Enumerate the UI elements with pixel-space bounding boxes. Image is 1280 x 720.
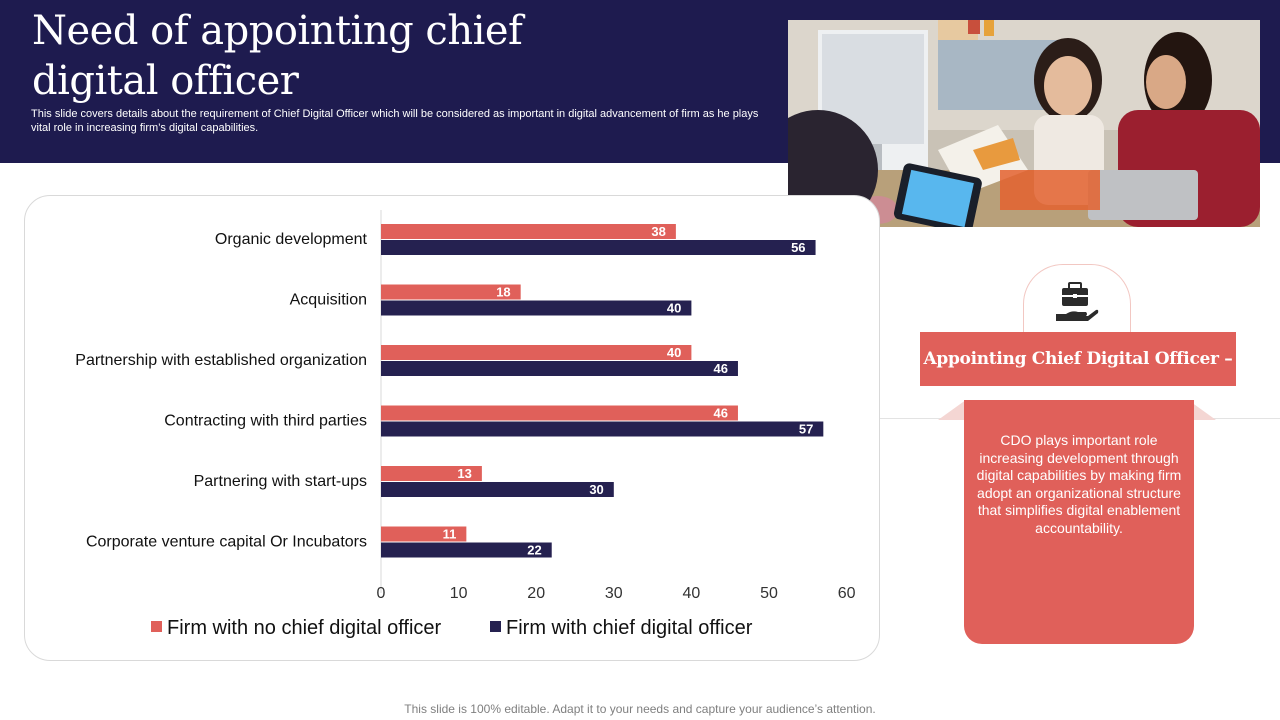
x-tick-label: 0 xyxy=(377,585,386,602)
bar xyxy=(381,466,482,481)
legend-swatch xyxy=(151,621,162,632)
bar-value-label: 56 xyxy=(791,240,805,255)
banner-heading: Appointing Chief Digital Officer – xyxy=(923,349,1233,369)
description-panel: CDO plays important role increasing deve… xyxy=(964,400,1194,644)
bar-value-label: 46 xyxy=(713,406,727,421)
bar xyxy=(381,361,738,376)
bar-value-label: 57 xyxy=(799,422,813,437)
chart-card: Organic development 38 56 Acquisition 18 40 Pa… xyxy=(24,195,880,661)
bar xyxy=(381,542,552,558)
bar xyxy=(381,405,738,421)
bar-value-label: 40 xyxy=(667,345,681,360)
legend: Firm with no chief digital officer Firm w… xyxy=(151,617,753,639)
bars-layer xyxy=(381,224,824,558)
x-tick-label: 10 xyxy=(450,585,468,602)
x-tick-label: 40 xyxy=(683,585,701,602)
category-label: Partnering with start-ups xyxy=(194,473,367,490)
bar-value-label: 30 xyxy=(589,482,603,497)
page-title: Need of appointing chief digital officer xyxy=(32,8,523,104)
bar xyxy=(381,526,467,542)
page-subtitle: This slide covers details about the requ… xyxy=(31,108,759,134)
bar xyxy=(381,345,692,360)
category-label: Contracting with third parties xyxy=(164,413,367,430)
description-text: CDO plays important role increasing deve… xyxy=(976,432,1182,536)
labels-layer: Organic development 38 56 Acquisition 18 40 Pa… xyxy=(75,224,813,558)
bar-value-label: 11 xyxy=(443,527,457,542)
meeting-photo xyxy=(788,20,1260,227)
bar xyxy=(381,300,692,316)
briefcase-hand-icon xyxy=(1056,282,1099,321)
bar xyxy=(381,284,521,300)
x-tick-label: 50 xyxy=(760,585,778,602)
category-label: Acquisition xyxy=(290,292,367,309)
x-tick-label: 60 xyxy=(838,585,856,602)
bar xyxy=(381,240,816,255)
bar-chart: Organic development 38 56 Acquisition 18 40 Pa… xyxy=(75,210,856,639)
bar-value-label: 40 xyxy=(667,301,681,316)
legend-label: Firm with chief digital officer xyxy=(506,617,753,639)
bar-value-label: 13 xyxy=(457,466,471,481)
legend-label: Firm with no chief digital officer xyxy=(167,617,442,639)
bar-value-label: 22 xyxy=(527,543,541,558)
bar-value-label: 38 xyxy=(651,224,665,239)
x-axis-ticks: 0 10 20 30 40 50 60 xyxy=(377,585,856,602)
x-tick-label: 20 xyxy=(527,585,545,602)
bar xyxy=(381,482,614,497)
legend-swatch xyxy=(490,621,501,632)
bar xyxy=(381,224,676,239)
footer-note: This slide is 100% editable. Adapt it to… xyxy=(404,702,876,716)
cdo-banner: Appointing Chief Digital Officer – xyxy=(920,332,1236,386)
category-label: Partnership with established organizatio… xyxy=(75,352,367,369)
bar-value-label: 18 xyxy=(496,285,510,300)
photo-illustration xyxy=(788,20,1260,227)
category-label: Organic development xyxy=(215,231,368,248)
category-label: Corporate venture capital Or Incubators xyxy=(86,534,367,551)
bar xyxy=(381,421,824,437)
x-tick-label: 30 xyxy=(605,585,623,602)
bar-value-label: 46 xyxy=(713,361,727,376)
